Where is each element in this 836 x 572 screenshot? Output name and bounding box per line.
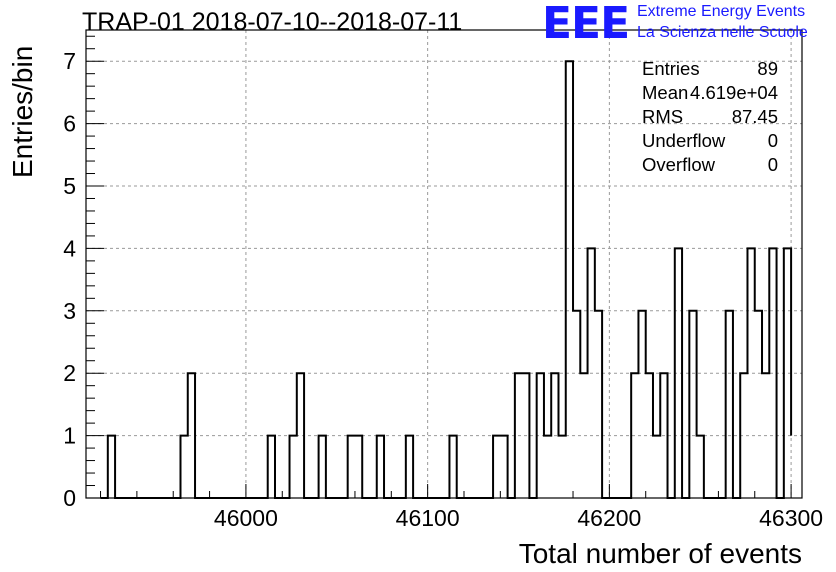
stats-value: 89 [757,58,778,79]
stats-value: 0 [767,130,778,151]
y-tick-label: 2 [63,360,76,386]
histogram-bin [638,311,645,498]
plot-frame-rect [85,29,803,499]
y-tick-label: 3 [63,298,76,324]
stats-label: Mean [642,82,689,103]
eee-logo: EEE [542,0,630,49]
y-tick-label: 4 [63,235,76,261]
y-tick-label: 7 [63,48,76,74]
plot-frame [85,29,803,499]
stats-row-entries: Entries 89 [638,58,780,82]
logo-line-2: La Scienza nelle Scuole [637,24,808,41]
x-tick-label: 46200 [577,505,641,531]
axes: 46000 46100 46200 46300 0 1 2 3 4 5 6 7 [63,35,823,531]
x-tick-label: 46000 [214,505,278,531]
page-title: TRAP-01 2018-07-10--2018-07-11 [82,8,463,36]
stats-label: Entries [642,58,700,79]
histogram-bin [653,436,660,498]
histogram-bin [355,436,362,498]
histogram-bin [108,436,115,498]
histogram-bin [755,311,762,498]
histogram-bin [319,436,326,498]
histogram-bin [377,436,384,498]
histogram-bin [268,436,275,498]
histogram-bin [290,436,297,498]
y-tick-label: 1 [63,423,76,449]
histogram-bin [573,311,580,498]
x-tick-label: 46100 [396,505,460,531]
histogram-bin [348,436,355,498]
y-axis-label: Entries/bin [7,46,38,178]
histogram-bin [566,61,573,498]
histogram-bin [500,436,507,498]
stats-value: 0 [767,154,778,175]
histogram-bin [449,436,456,498]
y-tick-label: 0 [63,485,76,511]
stats-row-underflow: Underflow 0 [638,130,780,154]
stats-label: RMS [642,106,684,127]
stats-row-rms: RMS 87.45 [638,106,780,130]
histogram-bin [493,436,500,498]
stats-value: 4.619e+04 [690,82,778,103]
x-tick-label: 46300 [759,505,823,531]
x-axis-label: Total number of events [519,538,802,569]
histogram-bin [726,311,733,498]
histogram-bin [689,311,696,498]
histogram-bin [595,311,602,498]
stats-box: Entries 89 Mean 4.619e+04 RMS 87.45 Unde… [638,58,780,178]
histogram-bin [558,436,565,498]
histogram-bin [180,436,187,498]
logo-line-1: Extreme Energy Events [637,3,806,20]
histogram-bin [544,436,551,498]
y-tick-label: 5 [63,173,76,199]
stats-value: 87.45 [731,106,778,127]
stats-label: Underflow [642,130,726,151]
stats-label: Overflow [642,154,715,175]
y-tick-label: 6 [63,111,76,137]
stats-row-overflow: Overflow 0 [638,154,780,178]
histogram-bin [406,436,413,498]
stats-row-mean: Mean 4.619e+04 [638,82,780,106]
histogram-bin [697,436,704,498]
